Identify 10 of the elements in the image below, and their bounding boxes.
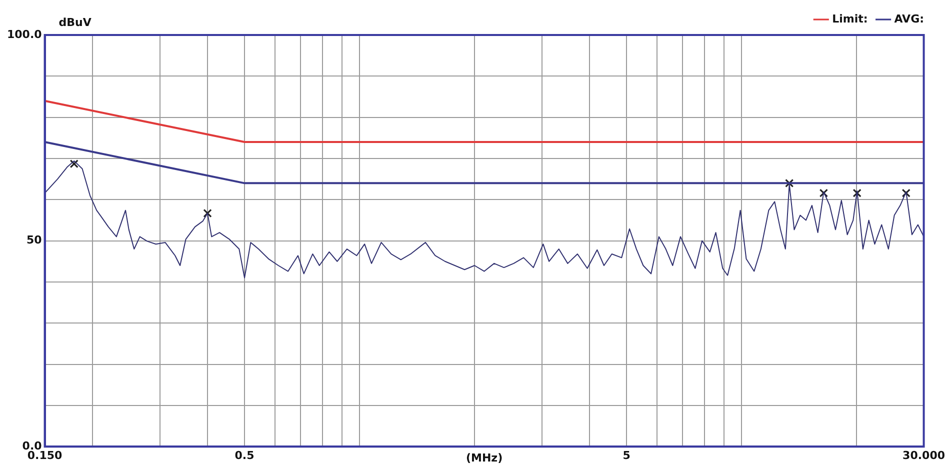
x-tick-label: 30.000 (902, 449, 946, 462)
x-tick-label: 5 (622, 449, 630, 462)
x-tick-label: 0.5 (234, 449, 254, 462)
legend-label: Limit: (832, 12, 868, 26)
y-tick-label: 100.0 (6, 28, 42, 41)
legend-label: AVG: (894, 12, 924, 26)
y-tick-label: 50 (26, 234, 42, 247)
y-axis-title: dBuV (58, 16, 92, 29)
x-axis-title: (MHz) (466, 451, 503, 464)
x-tick-label: 0.150 (27, 449, 63, 462)
